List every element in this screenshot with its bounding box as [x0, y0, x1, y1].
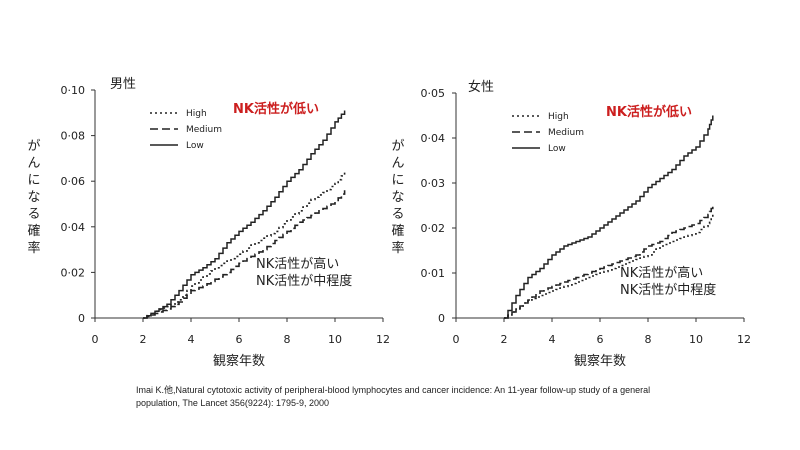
y-tick-label: 0·08 — [61, 130, 86, 143]
series-line-medium — [504, 205, 714, 319]
x-tick-label: 0 — [453, 333, 460, 346]
annotation-low-nk: NK活性が低い — [233, 101, 319, 117]
x-axis-title: 観察年数 — [213, 354, 265, 369]
y-tick-label: 0·05 — [421, 87, 446, 100]
legend-label-low: Low — [548, 144, 566, 154]
y-tick-label: 0·04 — [61, 221, 86, 234]
x-tick-label: 0 — [92, 333, 99, 346]
y-axis-title: がんになる確率 — [391, 139, 404, 256]
legend-label-high: High — [548, 112, 569, 122]
x-tick-label: 4 — [188, 333, 195, 346]
x-tick-label: 10 — [328, 333, 342, 346]
legend-label-medium: Medium — [548, 128, 584, 138]
y-tick-label: 0·10 — [61, 84, 86, 97]
x-tick-label: 2 — [501, 333, 508, 346]
x-tick-label: 10 — [689, 333, 703, 346]
annotation-medium-nk: NK活性が中程度 — [256, 273, 352, 289]
y-tick-label: 0·03 — [421, 177, 446, 190]
citation-line-1: Imai K.他,Natural cytotoxic activity of p… — [136, 384, 650, 395]
series-line-high — [143, 172, 346, 319]
x-tick-label: 4 — [549, 333, 556, 346]
series-line-low — [504, 115, 714, 319]
y-tick-label: 0·02 — [61, 266, 86, 279]
x-tick-label: 12 — [737, 333, 751, 346]
annotation-high-nk: NK活性が高い — [256, 256, 339, 272]
y-tick-label: 0·06 — [61, 175, 86, 188]
x-tick-label: 6 — [597, 333, 604, 346]
annotation-medium-nk: NK活性が中程度 — [620, 282, 716, 298]
x-tick-label: 2 — [140, 333, 147, 346]
y-tick-label: 0·02 — [421, 222, 446, 235]
legend-label-high: High — [186, 109, 207, 119]
annotation-high-nk: NK活性が高い — [620, 265, 703, 281]
y-tick-label: 0 — [438, 312, 445, 325]
panel-sex-label: 女性 — [468, 79, 494, 95]
x-tick-label: 12 — [376, 333, 390, 346]
x-axis-title: 観察年数 — [574, 354, 626, 369]
y-tick-label: 0·01 — [421, 267, 446, 280]
series-line-low — [143, 110, 346, 319]
series-line-high — [504, 214, 714, 319]
series-line-medium — [143, 190, 346, 319]
panel-sex-label: 男性 — [110, 77, 136, 92]
x-tick-label: 6 — [236, 333, 243, 346]
y-tick-label: 0 — [78, 312, 85, 325]
x-tick-label: 8 — [284, 333, 291, 346]
annotation-low-nk: NK活性が低い — [606, 104, 692, 120]
y-axis-title: がんになる確率 — [27, 139, 40, 256]
x-tick-label: 8 — [645, 333, 652, 346]
legend-label-low: Low — [186, 141, 204, 151]
y-tick-label: 0·04 — [421, 132, 446, 145]
citation-line-2: population, The Lancet 356(9224): 1795-9… — [136, 398, 329, 408]
legend-label-medium: Medium — [186, 125, 222, 135]
